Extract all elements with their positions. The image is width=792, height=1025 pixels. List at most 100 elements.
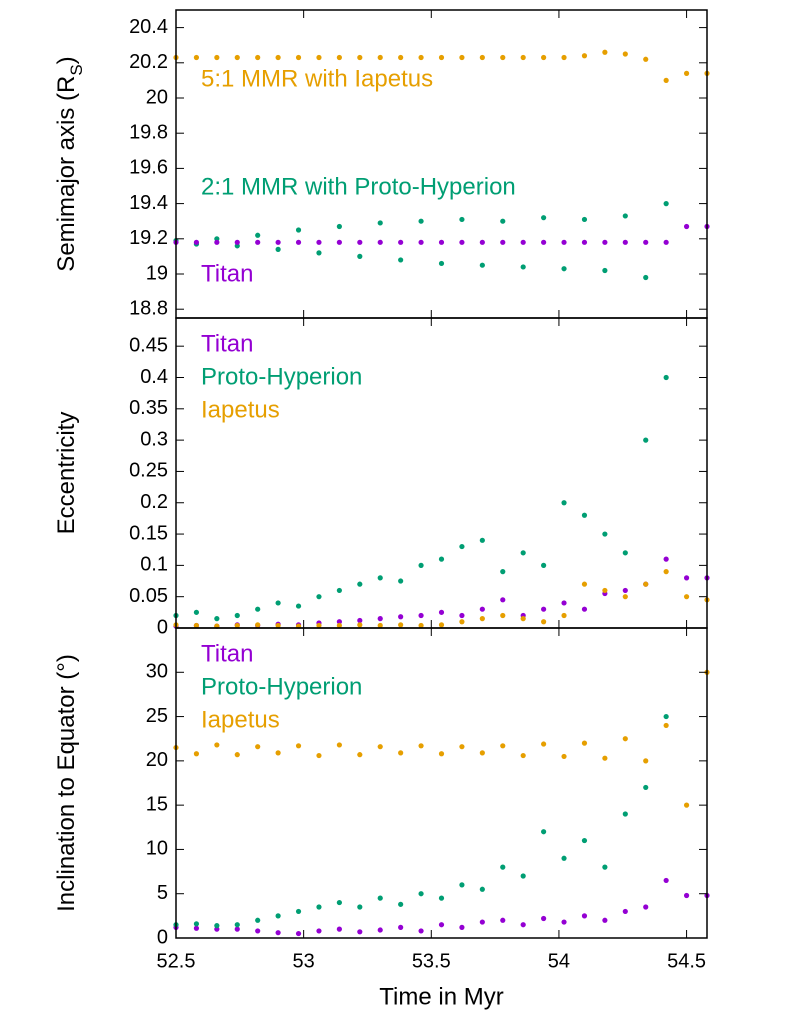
y-tick-label: 19 — [146, 262, 168, 284]
point — [336, 54, 342, 61]
point — [622, 550, 628, 556]
point — [275, 622, 281, 629]
y-tick-label: 19.6 — [129, 157, 168, 179]
y-tick-label: 0.45 — [129, 334, 168, 356]
point — [561, 266, 567, 272]
point — [683, 70, 690, 76]
point — [520, 922, 526, 928]
point — [255, 239, 261, 245]
y-axis-label-part: Inclination to Equator (°) — [53, 654, 80, 912]
y-tick-label: 0.15 — [129, 522, 168, 544]
point — [275, 54, 281, 61]
y-tick-label: 0.05 — [129, 585, 168, 607]
point — [398, 257, 404, 263]
point — [316, 54, 322, 61]
point — [398, 578, 404, 584]
point — [479, 750, 485, 756]
point — [214, 616, 220, 622]
point — [581, 216, 588, 223]
y-tick-label: 20.2 — [129, 51, 168, 73]
y-axis-label-part: ) — [53, 56, 80, 64]
point — [255, 622, 261, 628]
point — [541, 606, 547, 612]
point — [357, 617, 363, 624]
point — [581, 581, 588, 587]
point — [541, 915, 547, 922]
point — [316, 594, 322, 600]
point — [316, 239, 322, 245]
point — [234, 926, 240, 932]
point — [683, 594, 690, 600]
point — [561, 600, 567, 606]
y-tick-label: 0.25 — [129, 460, 168, 482]
point — [398, 54, 404, 61]
point — [643, 784, 649, 791]
point — [663, 374, 669, 381]
point — [255, 744, 261, 750]
point — [398, 901, 404, 907]
point — [357, 54, 363, 61]
point — [295, 930, 302, 937]
point — [683, 892, 690, 899]
point — [479, 616, 485, 622]
point — [398, 239, 404, 245]
point — [398, 622, 404, 628]
point — [275, 930, 281, 936]
y-tick-label: 0.1 — [140, 554, 168, 576]
point — [663, 569, 669, 575]
point — [316, 904, 322, 910]
point — [643, 239, 649, 245]
point — [255, 917, 261, 923]
point — [541, 239, 547, 245]
point — [336, 742, 342, 748]
y-tick-label: 19.2 — [129, 227, 168, 249]
y-tick-label: 19.8 — [129, 121, 168, 143]
y-axis-label-part: S — [67, 64, 86, 75]
point — [234, 612, 240, 619]
point — [398, 614, 404, 620]
point — [581, 913, 588, 919]
point — [336, 899, 342, 906]
y-tick-label: 0.2 — [140, 491, 168, 513]
point — [622, 811, 628, 817]
point — [581, 53, 588, 59]
annotation: 2:1 MMR with Proto-Hyperion — [201, 173, 516, 200]
point — [500, 218, 506, 224]
point — [459, 612, 465, 619]
point — [622, 594, 628, 600]
point — [459, 744, 465, 750]
point — [663, 877, 669, 884]
point — [520, 550, 526, 556]
point — [622, 908, 628, 915]
point — [683, 575, 690, 581]
point — [275, 750, 281, 756]
point — [520, 873, 526, 879]
point — [438, 239, 445, 245]
point — [193, 54, 200, 61]
point — [336, 239, 342, 245]
point — [479, 54, 485, 61]
point — [663, 239, 669, 245]
point — [459, 543, 465, 550]
point — [234, 239, 240, 245]
point — [377, 744, 383, 750]
point — [193, 609, 200, 615]
y-tick-label: 18.8 — [129, 297, 168, 319]
point — [275, 246, 281, 252]
point — [561, 919, 567, 925]
point — [541, 829, 547, 835]
point — [438, 751, 445, 757]
point — [459, 882, 465, 888]
annotation: 5:1 MMR with Iapetus — [201, 65, 433, 92]
point — [377, 239, 383, 245]
plot-frame — [175, 627, 708, 939]
point — [622, 213, 628, 219]
point — [295, 603, 302, 609]
legend-entry: Proto-Hyperion — [201, 673, 362, 700]
point — [602, 755, 608, 761]
point — [418, 218, 424, 224]
point — [418, 743, 424, 749]
x-tick-label: 52.5 — [157, 950, 196, 972]
point — [438, 895, 445, 901]
point — [357, 239, 363, 245]
